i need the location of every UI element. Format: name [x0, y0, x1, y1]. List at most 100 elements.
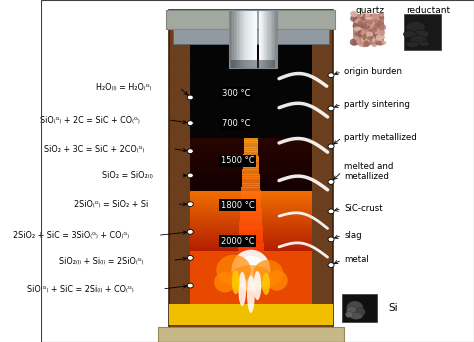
Bar [232, 10, 235, 68]
Bar [244, 138, 257, 141]
Circle shape [187, 95, 193, 100]
Ellipse shape [377, 22, 384, 27]
Bar [237, 10, 239, 68]
Ellipse shape [372, 36, 375, 43]
Circle shape [328, 144, 334, 149]
Ellipse shape [237, 256, 264, 285]
Bar [231, 10, 233, 68]
Bar [238, 248, 264, 251]
Ellipse shape [371, 35, 376, 39]
Ellipse shape [366, 17, 370, 21]
Bar [239, 231, 263, 233]
Bar [271, 10, 273, 68]
Ellipse shape [378, 22, 382, 28]
Bar [272, 10, 274, 68]
Bar [234, 10, 236, 68]
Bar [240, 10, 242, 68]
Ellipse shape [374, 34, 381, 38]
Ellipse shape [353, 40, 358, 46]
Bar [190, 248, 311, 250]
Text: quartz: quartz [356, 6, 384, 15]
Ellipse shape [364, 25, 371, 29]
Bar [242, 10, 244, 68]
Bar [259, 10, 262, 68]
Ellipse shape [377, 16, 382, 23]
Bar [190, 159, 311, 161]
Ellipse shape [361, 40, 365, 45]
Ellipse shape [361, 13, 367, 18]
Bar [242, 176, 260, 179]
Ellipse shape [371, 15, 377, 20]
Text: partly sintering: partly sintering [344, 100, 410, 109]
Ellipse shape [372, 18, 375, 25]
Text: Si: Si [388, 303, 398, 313]
Bar [241, 201, 261, 204]
Bar [239, 221, 262, 224]
Ellipse shape [370, 37, 374, 41]
Bar [244, 149, 258, 152]
Ellipse shape [365, 17, 372, 20]
Text: SiO₂ = SiO₂₍ₗ₎: SiO₂ = SiO₂₍ₗ₎ [102, 171, 153, 180]
Bar [190, 212, 311, 214]
Ellipse shape [362, 34, 366, 40]
Ellipse shape [377, 17, 380, 20]
Text: slag: slag [344, 231, 362, 240]
Ellipse shape [355, 19, 362, 24]
Bar [404, 14, 441, 50]
Bar [239, 10, 241, 68]
Bar [263, 10, 264, 68]
Bar [239, 228, 263, 231]
Text: metal: metal [344, 255, 369, 264]
Ellipse shape [369, 17, 375, 23]
Circle shape [328, 180, 334, 184]
Bar [190, 156, 311, 158]
Bar [190, 157, 311, 160]
Circle shape [328, 106, 334, 111]
Bar [342, 294, 376, 322]
Bar [190, 225, 311, 227]
Bar [190, 173, 311, 176]
Circle shape [187, 283, 193, 288]
Ellipse shape [350, 39, 356, 45]
Ellipse shape [356, 40, 361, 43]
Bar [190, 143, 311, 146]
Bar [261, 10, 263, 68]
Ellipse shape [353, 13, 356, 17]
Ellipse shape [262, 273, 270, 295]
Bar [190, 222, 311, 224]
Ellipse shape [216, 255, 251, 286]
Bar [190, 221, 311, 223]
Ellipse shape [366, 31, 373, 38]
Bar [190, 145, 311, 147]
Ellipse shape [371, 18, 375, 24]
Bar [190, 177, 311, 179]
Ellipse shape [254, 271, 261, 300]
Bar [190, 147, 311, 149]
Bar [190, 242, 311, 244]
Ellipse shape [365, 23, 368, 28]
Bar [190, 170, 311, 172]
Ellipse shape [363, 14, 365, 17]
Ellipse shape [379, 12, 384, 19]
Ellipse shape [380, 23, 384, 29]
Bar [190, 240, 311, 242]
Bar [240, 206, 262, 209]
Ellipse shape [403, 30, 416, 38]
Bar [190, 162, 311, 165]
Bar [169, 10, 333, 328]
Text: origin burden: origin burden [344, 67, 402, 76]
Bar [190, 201, 311, 203]
Bar [273, 10, 276, 68]
Circle shape [328, 209, 334, 214]
Ellipse shape [373, 17, 380, 24]
Bar [190, 231, 311, 233]
Bar [190, 236, 311, 238]
Bar [229, 10, 231, 68]
Ellipse shape [364, 40, 368, 47]
Ellipse shape [374, 21, 380, 28]
Ellipse shape [361, 19, 367, 23]
Bar [190, 175, 311, 177]
Bar [243, 163, 259, 166]
Bar [275, 10, 277, 68]
Circle shape [187, 229, 193, 234]
